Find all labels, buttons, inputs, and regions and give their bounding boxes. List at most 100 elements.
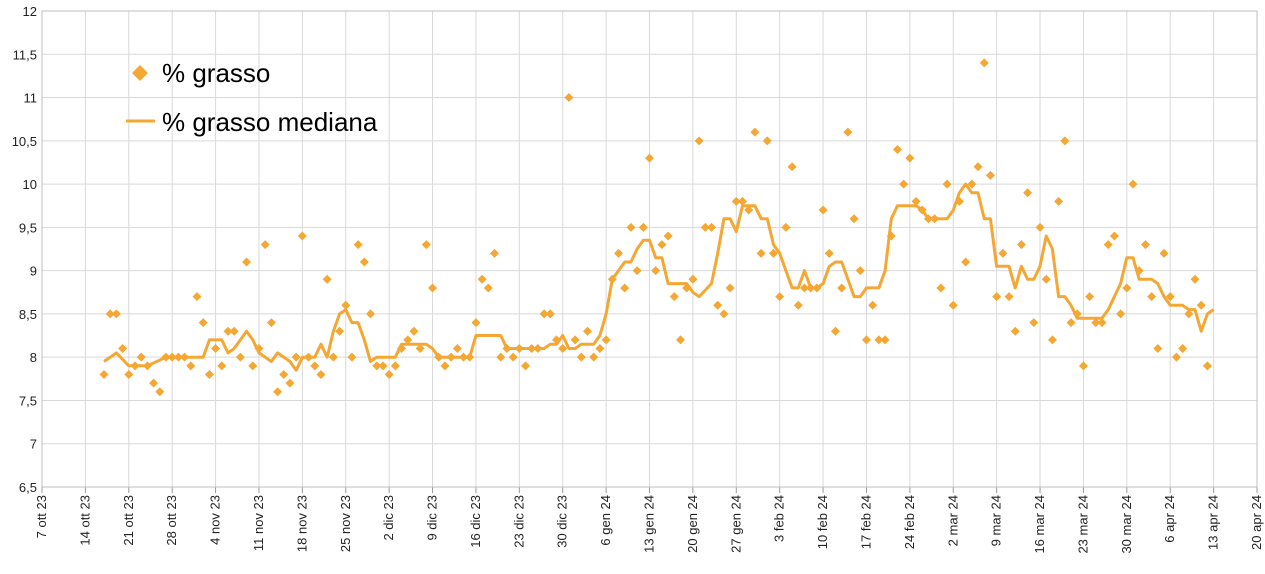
data-point-grasso (552, 335, 562, 345)
data-point-grasso (459, 352, 469, 362)
data-point-grasso (849, 214, 859, 224)
data-point-grasso (235, 352, 245, 362)
data-point-grasso (837, 283, 847, 293)
data-point-grasso (440, 361, 450, 371)
data-point-grasso (266, 318, 276, 328)
data-point-grasso (614, 248, 624, 258)
data-point-grasso (781, 222, 791, 232)
data-point-grasso (291, 352, 301, 362)
data-point-grasso (645, 153, 654, 163)
data-point-grasso (248, 361, 258, 371)
data-point-grasso (954, 196, 964, 206)
data-point-grasso (304, 352, 314, 362)
data-point-grasso (111, 309, 121, 319)
x-tick-label: 20 gen 24 (685, 495, 700, 553)
data-point-grasso (105, 309, 115, 319)
data-point-grasso (930, 214, 940, 224)
data-point-grasso (217, 361, 227, 371)
x-tick-label: 20 apr 24 (1249, 495, 1264, 550)
data-point-grasso (967, 179, 977, 189)
data-point-grasso (979, 58, 989, 68)
data-point-grasso (700, 222, 710, 232)
x-tick-label: 9 mar 24 (989, 495, 1004, 546)
plot-area-border (41, 10, 1258, 488)
data-point-grasso (161, 352, 171, 362)
data-point-grasso (1140, 240, 1150, 250)
x-tick-label: 7 ott 23 (34, 495, 49, 538)
data-point-grasso (465, 352, 475, 362)
data-point-grasso (1060, 136, 1070, 146)
data-point-grasso (892, 144, 902, 154)
data-point-grasso (1078, 361, 1088, 371)
x-tick-label: 30 mar 24 (1119, 495, 1134, 554)
data-point-grasso (211, 344, 221, 354)
x-tick-label: 23 dic 23 (511, 495, 526, 548)
data-point-grasso (731, 196, 741, 206)
data-point-grasso (316, 369, 326, 379)
data-point-grasso (1196, 300, 1206, 310)
data-point-grasso (948, 300, 958, 310)
data-point-grasso (118, 344, 128, 354)
data-point-grasso (1041, 274, 1051, 284)
data-point-grasso (775, 292, 785, 302)
data-point-grasso (824, 248, 834, 258)
data-point-grasso (694, 136, 704, 146)
x-tick-label: 14 ott 23 (77, 495, 92, 546)
legend-label-grasso: % grasso (162, 58, 270, 88)
data-point-grasso (725, 283, 735, 293)
data-point-grasso (1116, 309, 1126, 319)
data-point-grasso (595, 344, 605, 354)
data-point-grasso (768, 248, 778, 258)
data-point-grasso (403, 335, 413, 345)
data-point-grasso (1202, 361, 1212, 371)
x-tick-label: 24 feb 24 (902, 495, 917, 549)
data-point-grasso (260, 240, 270, 250)
data-point-grasso (564, 93, 574, 103)
data-point-grasso (886, 231, 896, 241)
data-point-grasso (583, 326, 593, 336)
data-point-grasso (868, 300, 878, 310)
x-tick-label: 25 nov 23 (338, 495, 353, 552)
data-point-grasso (1066, 318, 1076, 328)
data-point-grasso (273, 387, 283, 397)
plot-series (99, 58, 1215, 397)
data-point-grasso (570, 335, 580, 345)
x-tick-label: 30 dic 23 (555, 495, 570, 548)
data-point-grasso (130, 361, 140, 371)
data-point-grasso (1103, 240, 1113, 250)
x-tick-label: 13 gen 24 (642, 495, 657, 553)
x-tick-label: 23 mar 24 (1075, 495, 1090, 554)
data-point-grasso (1178, 344, 1188, 354)
data-point-grasso (657, 240, 667, 250)
data-point-grasso (192, 292, 202, 302)
x-tick-label: 27 gen 24 (728, 495, 743, 553)
data-point-grasso (514, 344, 524, 354)
data-point-grasso (446, 352, 456, 362)
data-point-grasso (973, 162, 983, 172)
data-point-grasso (737, 196, 747, 206)
data-point-grasso (310, 361, 320, 371)
data-point-grasso (204, 369, 214, 379)
data-point-grasso (992, 292, 1002, 302)
data-point-grasso (1147, 292, 1157, 302)
data-point-grasso (899, 179, 909, 189)
data-point-grasso (508, 352, 518, 362)
data-point-grasso (843, 127, 853, 137)
data-point-grasso (1029, 318, 1039, 328)
data-point-grasso (713, 300, 723, 310)
data-point-grasso (669, 292, 679, 302)
data-point-grasso (1072, 309, 1082, 319)
x-tick-label: 2 mar 24 (945, 495, 960, 546)
data-point-grasso (812, 283, 822, 293)
data-point-grasso (545, 309, 555, 319)
data-point-grasso (626, 222, 636, 232)
data-point-grasso (397, 344, 407, 354)
data-point-grasso (359, 257, 369, 267)
data-point-grasso (607, 274, 617, 284)
data-point-grasso (155, 387, 165, 397)
data-point-grasso (905, 153, 915, 163)
data-point-grasso (917, 205, 927, 215)
data-point-grasso (942, 179, 952, 189)
legend-label-grasso-mediana: % grasso mediana (162, 107, 378, 137)
